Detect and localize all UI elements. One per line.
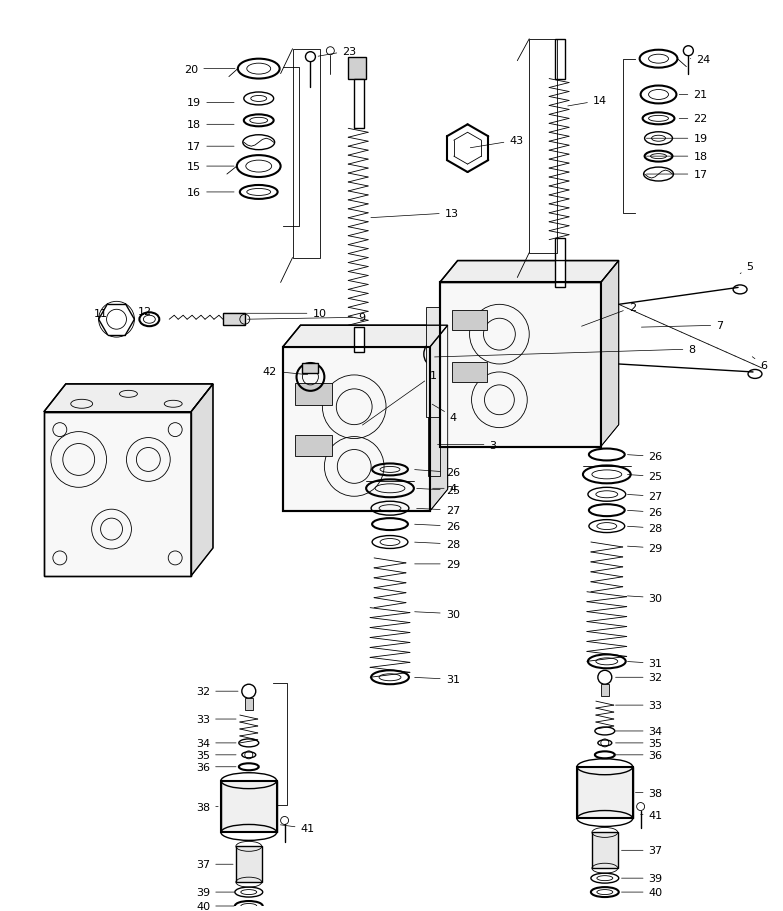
Bar [221,781,276,833]
Text: 18: 18 [647,152,708,162]
Polygon shape [191,384,213,576]
Bar [426,308,440,417]
Bar [294,435,332,457]
Text: 26: 26 [415,521,460,531]
Text: 40: 40 [196,901,234,911]
Text: 21: 21 [679,90,708,100]
Text: 23: 23 [318,46,356,57]
Text: 29: 29 [627,543,663,553]
Bar [294,384,332,405]
Polygon shape [44,384,213,413]
Text: 8: 8 [435,344,695,357]
Text: 10: 10 [224,309,327,319]
Text: 17: 17 [187,142,234,152]
Text: 22: 22 [679,114,708,124]
Text: 29: 29 [415,559,460,569]
Text: 5: 5 [740,261,753,274]
Bar [440,283,601,447]
Text: 20: 20 [184,65,235,75]
Bar [452,311,488,331]
Text: 4: 4 [432,484,456,494]
Text: 41: 41 [640,810,662,820]
Text: 37: 37 [622,845,662,855]
Text: 32: 32 [615,672,662,682]
Text: 12: 12 [137,307,152,317]
Text: 32: 32 [196,686,238,696]
Text: 28: 28 [627,524,663,534]
Text: 1: 1 [363,371,437,425]
Bar [354,328,364,353]
Text: 24: 24 [691,55,710,65]
Text: 19: 19 [647,134,708,144]
Text: 2: 2 [582,303,636,327]
Text: 30: 30 [627,593,662,603]
Text: 28: 28 [415,539,460,549]
Text: 35: 35 [615,738,662,748]
Bar [44,413,191,576]
Text: 42: 42 [263,366,308,376]
Text: 25: 25 [417,486,460,496]
Polygon shape [283,326,448,348]
Text: 11: 11 [94,309,107,319]
Text: 40: 40 [622,887,662,897]
Text: 18: 18 [187,120,234,130]
Text: 34: 34 [196,738,236,748]
Bar [223,314,245,326]
Text: 31: 31 [627,659,662,669]
Bar [354,79,364,129]
Text: 3: 3 [438,440,496,450]
Bar [555,40,565,79]
Polygon shape [430,326,448,512]
Text: 25: 25 [627,472,662,482]
Text: 13: 13 [371,209,459,219]
Text: 14: 14 [568,97,607,107]
Bar [555,239,565,288]
Bar [44,413,191,576]
Text: 7: 7 [641,321,723,331]
Bar [348,57,366,79]
Bar [245,699,253,711]
Polygon shape [440,261,619,283]
Text: 27: 27 [417,506,460,516]
Bar [283,348,430,512]
Text: 39: 39 [622,874,662,883]
Text: 26: 26 [627,507,662,517]
Text: 37: 37 [196,859,233,869]
Text: 17: 17 [647,169,708,179]
Text: 36: 36 [615,750,662,760]
Text: 33: 33 [615,701,662,711]
Bar [452,363,488,383]
Text: 39: 39 [196,887,234,897]
Bar [601,684,609,696]
Polygon shape [601,261,619,447]
Bar [592,833,618,868]
Text: 6: 6 [752,357,767,371]
Text: 38: 38 [196,802,218,812]
Text: 27: 27 [627,492,663,502]
Text: 9: 9 [247,312,366,322]
Text: 38: 38 [636,788,662,798]
Text: 19: 19 [187,98,234,108]
Text: 41: 41 [280,824,315,834]
Text: 30: 30 [415,609,460,619]
Bar [577,767,633,819]
Bar [283,348,430,512]
Bar [440,283,601,447]
Text: 4: 4 [432,404,456,422]
Text: 34: 34 [615,726,662,736]
Text: 26: 26 [415,468,460,478]
Bar [236,846,262,882]
Text: 33: 33 [196,714,236,724]
Bar [302,363,319,374]
Bar [428,377,440,476]
Text: 26: 26 [627,452,662,462]
Text: 31: 31 [415,674,460,684]
Text: 16: 16 [187,188,234,198]
Text: 15: 15 [187,162,234,172]
Text: 43: 43 [471,136,524,148]
Text: 35: 35 [196,750,236,760]
Text: 36: 36 [196,762,236,772]
